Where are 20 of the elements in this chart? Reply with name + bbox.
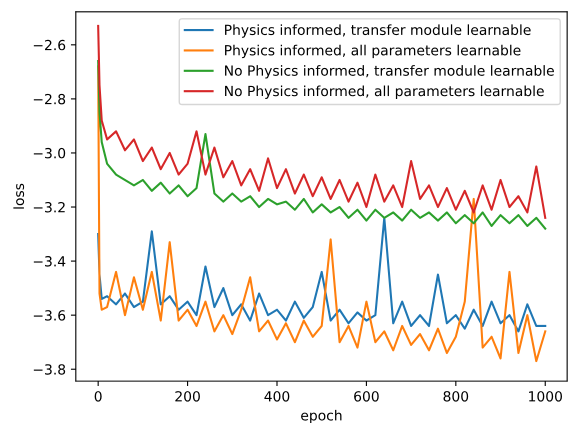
legend-label: Physics informed, all parameters learnable [225, 44, 520, 58]
x-tick-label: 600 [354, 391, 379, 402]
legend-label: No Physics informed, transfer module learnable [225, 65, 554, 79]
x-tick-label: 0 [94, 391, 102, 402]
legend-label: No Physics informed, all parameters learnable [225, 86, 544, 99]
x-tick-label: 1000 [529, 391, 562, 402]
x-axis-title: epoch [301, 410, 342, 423]
legend-label: Physics informed, transfer module learnable [225, 24, 531, 38]
y-tick-label: −2.8 [34, 94, 66, 104]
y-tick-label: −3.8 [34, 364, 66, 375]
x-tick-label: 800 [444, 391, 468, 402]
y-tick-label: −3.4 [34, 256, 66, 267]
y-tick-label: −3.0 [34, 148, 66, 158]
y-tick-label: −2.6 [34, 40, 66, 50]
y-tick-label: −3.6 [34, 310, 66, 321]
x-tick-label: 200 [175, 391, 200, 402]
y-tick-label: −3.2 [34, 202, 65, 212]
x-tick-label: 400 [264, 391, 290, 402]
y-axis-title: loss [13, 184, 24, 209]
line-series [97, 216, 546, 332]
